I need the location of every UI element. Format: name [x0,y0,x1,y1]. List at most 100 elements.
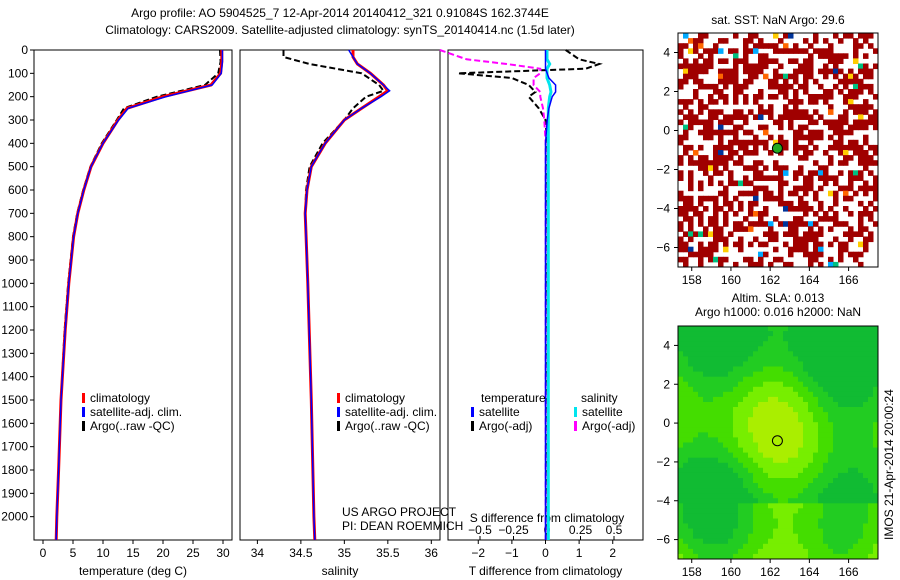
map-cell [783,89,789,95]
map-cell [728,341,734,347]
map-cell [733,53,739,59]
map-cell [803,78,809,85]
map-cell [713,488,719,494]
map-cell [758,114,764,120]
legend-swatch [82,407,85,417]
map-cell [873,381,879,388]
map-cell [733,73,739,80]
map-cell [803,503,809,509]
map-cell [678,528,684,535]
map-cell [693,114,699,120]
temperature-series-argo-raw-qc- [55,49,222,541]
map-cell [813,513,819,519]
map-cell [858,432,864,438]
map-cell [693,206,699,212]
map-cell [833,144,839,151]
map-cell [718,124,724,131]
map-cell [758,488,764,494]
map-cell [873,336,879,342]
legend-label: climatology [90,391,150,405]
map-cell [803,336,809,342]
map-cell [823,396,829,403]
map-cell [768,376,774,383]
map-cell [743,407,749,413]
map-cell [683,447,689,454]
map-cell [833,533,839,540]
map-cell [813,548,819,555]
map-cell [748,533,754,540]
map-cell [833,452,839,459]
map-cell [733,523,739,530]
map-cell [678,467,684,474]
map-cell [813,236,819,243]
map-cell [678,155,684,161]
map-cell [678,386,684,393]
map-cell [778,402,784,408]
map-cell [788,261,794,268]
map-cell [838,523,844,530]
map-cell [723,488,729,494]
map-cell [708,109,714,115]
map-cell [753,195,759,202]
salinity-xtick-label: 35 [338,546,352,560]
map-cell [718,144,724,151]
map-cell [733,447,739,454]
map-cell [733,548,739,555]
map-cell [848,498,854,504]
map-cell [733,483,739,489]
map-cell [793,139,799,146]
map-cell [858,251,864,258]
map-cell [708,180,714,187]
map-cell [803,241,809,248]
map-cell [733,417,739,423]
map-cell [763,508,769,514]
map-cell [743,538,749,545]
map-cell [828,175,834,181]
map-cell [813,33,819,39]
map-cell [678,513,684,519]
map-cell [813,211,819,217]
map-cell [683,68,689,75]
temperature-frame [33,49,233,541]
map-cell [793,114,799,120]
map-cell [868,417,874,423]
map-cell [723,83,729,90]
map-cell [843,528,849,535]
map-cell [798,124,804,131]
map-cell [758,478,764,484]
map-cell [738,114,744,120]
map-cell [723,94,729,100]
map-cell [763,467,769,474]
map-cell [808,114,814,120]
map-cell [708,376,714,383]
map-cell [683,99,689,105]
map-cell [853,396,859,403]
map-cell [708,432,714,438]
map-cell [828,331,834,337]
map-cell [753,523,759,530]
map-cell [833,346,839,352]
map-cell [838,246,844,253]
map-cell [773,83,779,90]
map-cell [768,543,774,550]
map-cell [713,513,719,519]
map-cell [723,346,729,352]
map-cell [858,442,864,449]
map-cell [743,139,749,146]
map-cell [713,331,719,337]
map-cell [808,528,814,535]
map-cell [783,341,789,347]
map-cell [693,543,699,550]
map-cell [808,43,814,49]
map-cell [693,94,699,100]
map-cell [818,216,824,222]
map-cell [838,437,844,443]
map-cell [798,488,804,494]
map-cell [868,341,874,347]
map-cell [803,457,809,464]
map-cell [818,114,824,120]
map-cell [758,402,764,408]
map-cell [798,493,804,499]
map-cell [748,165,754,171]
